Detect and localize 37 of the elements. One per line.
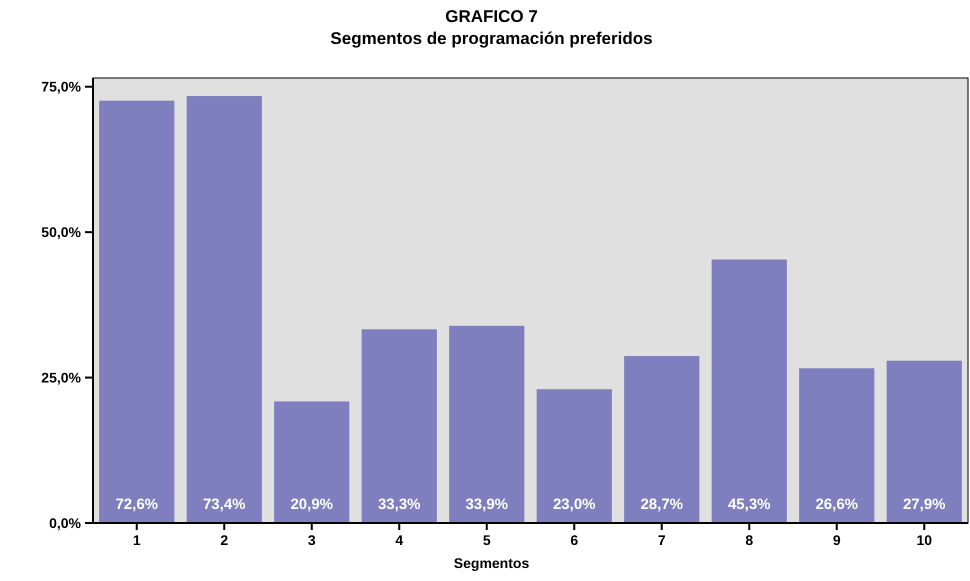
bar: [712, 259, 787, 523]
chart-title: GRAFICO 7: [445, 7, 538, 26]
data-label: 73,4%: [202, 496, 246, 513]
x-tick-label: 4: [395, 532, 404, 548]
bar: [362, 329, 437, 523]
x-tick-label: 1: [132, 532, 141, 548]
bar: [99, 100, 174, 523]
x-axis-title: Segmentos: [454, 555, 530, 571]
y-tick-label: 25,0%: [41, 370, 82, 386]
x-tick-label: 10: [916, 532, 932, 548]
data-label: 27,9%: [902, 496, 946, 513]
bar: [799, 368, 874, 523]
data-label: 23,0%: [552, 496, 596, 513]
data-label: 28,7%: [640, 496, 684, 513]
data-label: 20,9%: [290, 496, 334, 513]
y-tick-label: 0,0%: [49, 515, 82, 531]
bar: [449, 326, 524, 523]
x-tick-label: 5: [482, 532, 491, 548]
x-tick-label: 6: [570, 532, 578, 548]
bar: [274, 401, 350, 523]
y-tick-label: 75,0%: [41, 78, 82, 95]
chart-subtitle: Segmentos de programación preferidos: [330, 29, 653, 48]
bar: [536, 389, 612, 523]
bar: [886, 360, 962, 523]
bar: [624, 356, 700, 523]
x-tick-label: 2: [220, 532, 228, 548]
x-tick-label: 7: [658, 532, 666, 548]
bar: [186, 96, 262, 523]
x-tick-label: 8: [745, 532, 754, 548]
data-label: 26,6%: [815, 496, 858, 513]
y-tick-label: 50,0%: [41, 224, 82, 240]
data-label: 72,6%: [115, 496, 158, 513]
data-label: 45,3%: [728, 496, 771, 513]
data-label: 33,9%: [465, 496, 508, 513]
data-label: 33,3%: [378, 496, 421, 513]
x-tick-label: 9: [832, 532, 841, 548]
x-tick-label: 3: [308, 532, 316, 548]
